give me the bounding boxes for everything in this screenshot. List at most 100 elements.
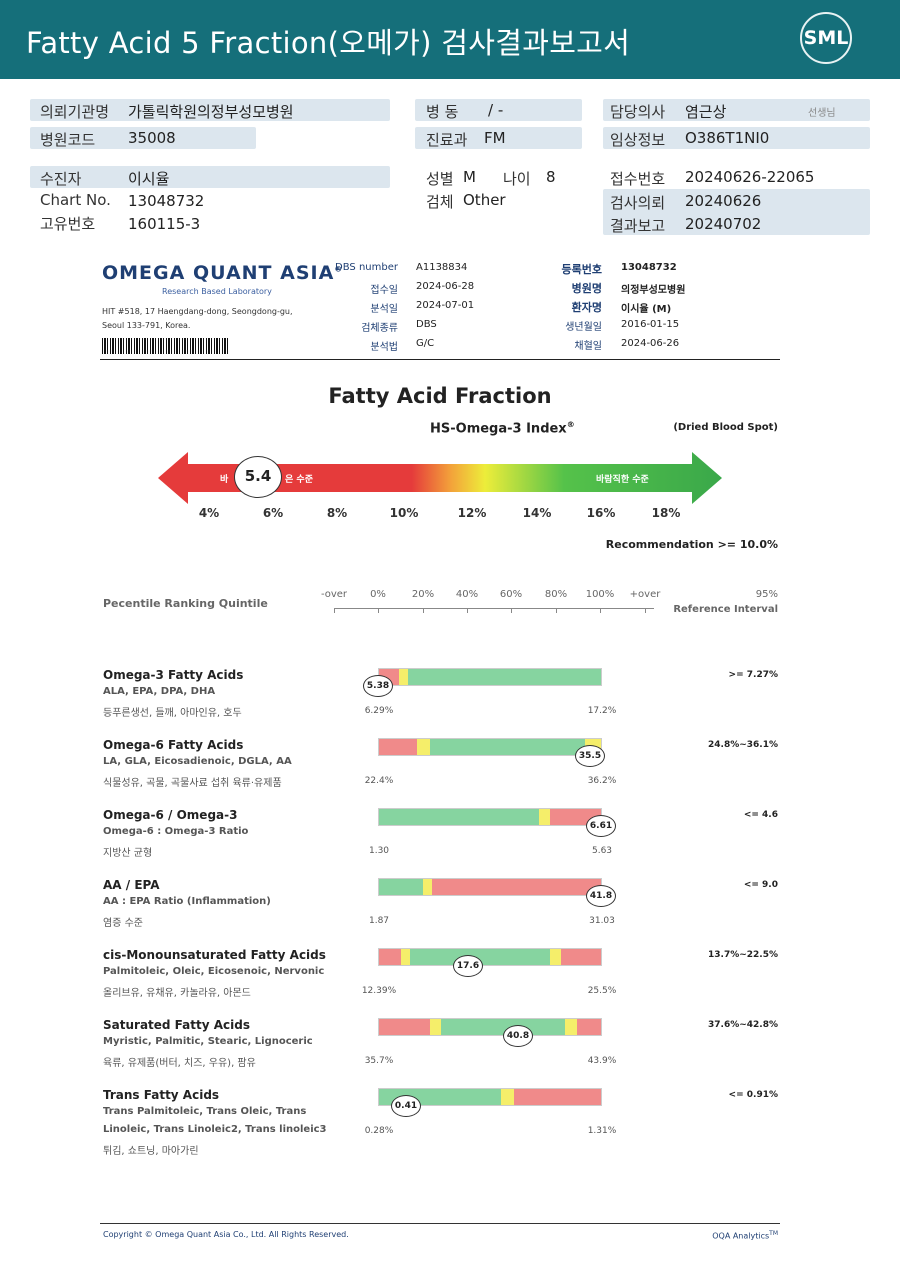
ranking-scale-label: 60% xyxy=(499,589,523,600)
index-gradient-arrow xyxy=(158,452,722,504)
hospital-code-value: 35008 xyxy=(128,129,176,147)
oqa-analytics: OQA AnalyticsTM xyxy=(712,1230,778,1241)
bar-segment xyxy=(416,739,431,755)
doctor-value: 염근상 xyxy=(685,103,727,121)
ranking-scale-label: -over xyxy=(320,589,348,600)
bar-min-value: 1.87 xyxy=(368,916,390,926)
row-subtitle: Palmitoleic, Oleic, Eicosenoic, Nervonic xyxy=(103,966,325,977)
bar-max-value: 1.31% xyxy=(587,1126,617,1136)
department-pill xyxy=(415,127,582,149)
percentile-ranking-title: Pecentile Ranking Quintile xyxy=(103,597,268,610)
bar-segment xyxy=(432,879,601,895)
unique-no-value: 160115-3 xyxy=(128,215,201,233)
ranking-bar xyxy=(378,738,602,756)
bar-segment xyxy=(379,879,424,895)
institution-label: 의뢰기관명 xyxy=(40,103,110,121)
request-value: 20240626 xyxy=(685,192,762,210)
oqa-field-value: 13048732 xyxy=(621,262,677,273)
oqa-logo: OMEGA QUANT ASIA® xyxy=(102,262,344,284)
ranking-scale-label: 80% xyxy=(544,589,568,600)
patient-label: 수진자 xyxy=(40,170,82,188)
oqa-field-label: 환자명 xyxy=(571,301,602,314)
bar-segment xyxy=(565,1019,577,1035)
bar-max-value: 5.63 xyxy=(591,846,613,856)
oqa-field-value: 2024-06-28 xyxy=(416,281,475,292)
index-scale-label: 12% xyxy=(457,506,487,520)
bar-segment xyxy=(501,1089,515,1105)
oqa-field-label: 병원명 xyxy=(571,282,602,295)
report-value: 20240702 xyxy=(685,215,762,233)
index-arrow xyxy=(158,452,722,504)
oqa-field-label: DBS number xyxy=(335,262,398,273)
row-name: Trans Fatty Acids xyxy=(103,1088,220,1102)
dried-blood-spot-label: (Dried Blood Spot) xyxy=(673,422,778,433)
patient-value: 이시율 xyxy=(128,170,170,188)
reference-range: 24.8%~36.1% xyxy=(708,740,778,750)
bar-max-value: 25.5% xyxy=(587,986,617,996)
ranking-scale-line xyxy=(334,608,654,609)
bar-max-value: 36.2% xyxy=(587,776,617,786)
ranking-scale-tick xyxy=(423,608,424,613)
bar-segment xyxy=(549,949,562,965)
row-name: cis-Monounsaturated Fatty Acids xyxy=(103,948,326,962)
ranking-scale-tick xyxy=(334,608,335,613)
bar-segment xyxy=(576,1019,601,1035)
bar-segment xyxy=(410,949,550,965)
receipt-no-value: 20240626-22065 xyxy=(685,168,815,186)
doctor-suffix: 선생님 xyxy=(808,108,836,119)
bar-max-value: 43.9% xyxy=(587,1056,617,1066)
index-scale-label: 8% xyxy=(326,506,348,520)
hospital-code-label: 병원코드 xyxy=(40,131,96,149)
sex-label: 성별 xyxy=(426,170,454,188)
sex-value: M xyxy=(463,168,476,186)
result-value-bubble: 41.8 xyxy=(586,885,616,907)
bar-segment xyxy=(430,1019,442,1035)
copyright: Copyright © Omega Quant Asia Co., Ltd. A… xyxy=(103,1230,349,1239)
ranking-scale-label: 20% xyxy=(411,589,435,600)
ranking-scale-label: 40% xyxy=(455,589,479,600)
reference-range: <= 9.0 xyxy=(743,880,778,890)
footer-line xyxy=(100,1223,780,1224)
desirable-level-text: 바람직한 수준 xyxy=(596,475,649,485)
oqa-address: HIT #518, 17 Haengdang-dong, Seongdong-g… xyxy=(102,307,293,330)
bar-segment xyxy=(561,949,601,965)
bar-segment xyxy=(379,949,402,965)
report-title: Fatty Acid 5 Fraction(오메가) 검사결과보고서 xyxy=(26,26,631,60)
low-level-text-b: 은 수준 xyxy=(285,475,313,485)
bar-segment xyxy=(430,739,586,755)
oqa-field-label: 검체종류 xyxy=(361,323,398,334)
bar-min-value: 35.7% xyxy=(364,1056,394,1066)
reference-range: 13.7%~22.5% xyxy=(708,950,778,960)
bar-min-value: 12.39% xyxy=(361,986,397,996)
doctor-pill xyxy=(603,99,870,121)
fatty-acid-fraction-title: Fatty Acid Fraction xyxy=(328,384,552,408)
institution-value: 가톨릭학원의정부성모병원 xyxy=(128,103,294,121)
ranking-scale-tick xyxy=(600,608,601,613)
barcode xyxy=(102,338,230,354)
report-label: 결과보고 xyxy=(610,217,666,235)
doctor-label: 담당의사 xyxy=(610,103,666,121)
index-scale-label: 14% xyxy=(522,506,552,520)
ward-value: / - xyxy=(488,101,504,119)
row-subtitle: LA, GLA, Eicosadienoic, DGLA, AA xyxy=(103,756,292,767)
chart-no-value: 13048732 xyxy=(128,192,205,210)
result-value-bubble: 17.6 xyxy=(453,955,483,977)
oqa-field-label: 등록번호 xyxy=(561,263,602,276)
row-name: AA / EPA xyxy=(103,878,160,892)
report-header-bar: Fatty Acid 5 Fraction(오메가) 검사결과보고서 SML xyxy=(0,0,900,79)
bar-segment xyxy=(398,669,408,685)
result-value-bubble: 0.41 xyxy=(391,1095,421,1117)
row-food-sources: 올리브유, 유채유, 카놀라유, 아몬드 xyxy=(103,988,251,999)
reference-interval-label: Reference Interval xyxy=(673,604,778,615)
row-food-sources: 등푸른생선, 들깨, 아마인유, 호두 xyxy=(103,708,242,719)
age-value: 8 xyxy=(546,168,556,186)
bar-segment xyxy=(379,1019,431,1035)
result-value-bubble: 5.38 xyxy=(363,675,393,697)
oqa-field-value: A1138834 xyxy=(416,262,468,273)
index-scale-label: 18% xyxy=(651,506,681,520)
oqa-subtitle: Research Based Laboratory xyxy=(162,287,272,296)
row-subtitle: AA : EPA Ratio (Inflammation) xyxy=(103,896,271,907)
request-label: 검사의뢰 xyxy=(610,194,666,212)
ranking-scale-tick xyxy=(378,608,379,613)
specimen-label: 검체 xyxy=(426,193,454,211)
